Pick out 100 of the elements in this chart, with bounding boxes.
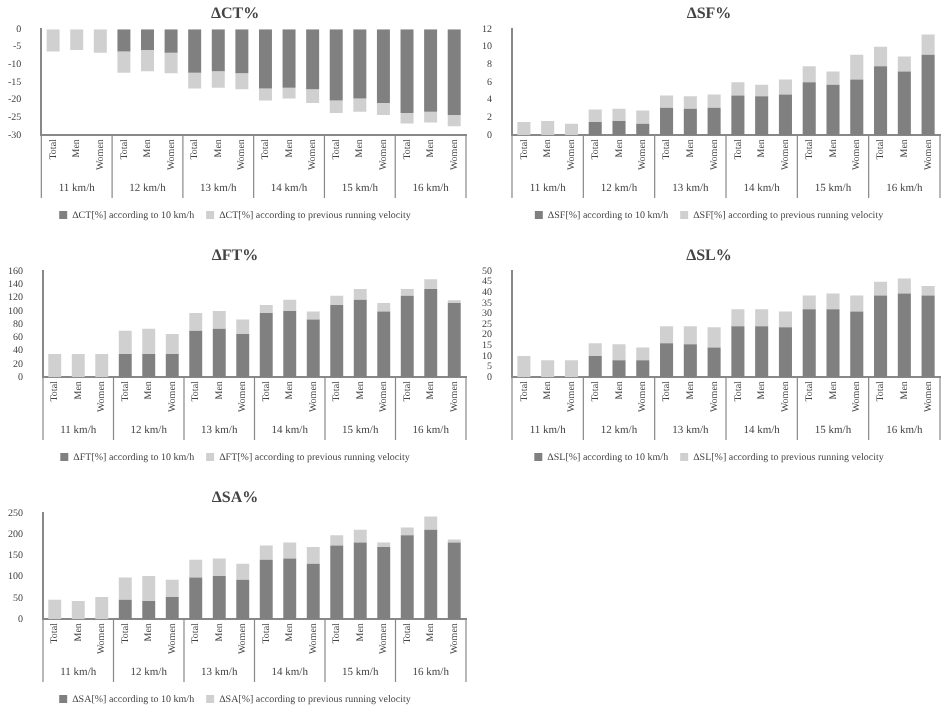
bar	[874, 281, 888, 296]
bar	[93, 29, 107, 53]
bar	[802, 295, 816, 310]
bar	[517, 355, 531, 378]
bar	[377, 302, 391, 312]
bar	[353, 98, 367, 112]
bar	[400, 29, 414, 113]
bar	[118, 577, 132, 600]
bar	[541, 121, 555, 136]
bar	[117, 51, 131, 73]
bar	[400, 289, 414, 296]
bar	[212, 310, 226, 329]
bar	[141, 50, 154, 72]
bar	[683, 326, 697, 345]
bar	[142, 328, 156, 354]
bar	[921, 34, 935, 55]
bar	[306, 311, 320, 320]
bar	[707, 327, 721, 348]
bar	[778, 79, 792, 95]
bar	[564, 360, 578, 378]
bar	[850, 295, 864, 312]
bar	[921, 286, 935, 296]
bar	[683, 96, 697, 109]
bar	[118, 330, 132, 354]
bar	[353, 529, 367, 543]
bar	[353, 289, 367, 300]
bar	[778, 311, 792, 328]
bar	[212, 558, 226, 576]
bar	[826, 71, 840, 85]
bar	[424, 29, 438, 112]
bar	[612, 108, 626, 122]
bar	[189, 559, 203, 578]
bar	[142, 575, 156, 601]
bar	[236, 319, 250, 335]
bar	[636, 110, 650, 124]
chart-title: ΔFT%	[211, 245, 259, 264]
bar	[376, 103, 390, 116]
bar	[211, 29, 225, 72]
bar	[731, 82, 745, 96]
bar	[330, 535, 344, 546]
bar	[660, 95, 674, 108]
bar	[283, 299, 297, 311]
bar	[588, 343, 602, 356]
chart-title: ΔSF%	[686, 3, 732, 22]
bar	[306, 89, 320, 104]
bar	[283, 542, 297, 559]
bar	[95, 597, 109, 620]
bar	[588, 109, 602, 122]
bar	[282, 29, 296, 88]
bar	[826, 293, 840, 310]
bar	[258, 88, 272, 101]
bar	[46, 29, 60, 52]
bar	[660, 326, 674, 344]
bar	[564, 123, 578, 136]
bar	[235, 29, 249, 74]
bar	[165, 579, 179, 598]
bar	[541, 360, 555, 378]
bar	[731, 309, 745, 327]
bar	[612, 344, 626, 361]
bar	[189, 312, 203, 331]
bar	[306, 29, 320, 90]
bar	[235, 73, 249, 90]
bar	[48, 599, 62, 620]
bar	[802, 66, 816, 83]
bar	[282, 87, 296, 99]
bar	[141, 29, 154, 51]
bar	[164, 52, 178, 74]
bar	[70, 29, 84, 51]
bar	[71, 353, 85, 378]
bar	[236, 563, 250, 580]
bar	[424, 279, 438, 290]
chart-title: ΔSL%	[686, 245, 732, 264]
bar	[188, 72, 202, 89]
bar	[755, 309, 769, 327]
bar	[897, 278, 911, 294]
bar	[353, 29, 367, 99]
bar	[259, 304, 273, 313]
bar	[850, 54, 864, 80]
bar	[211, 71, 225, 88]
bar	[71, 600, 85, 620]
bar	[377, 542, 391, 548]
bar	[755, 84, 769, 97]
bar	[165, 334, 179, 354]
bar	[874, 46, 888, 67]
bar	[329, 100, 343, 113]
bar	[447, 115, 461, 127]
bar	[188, 29, 202, 73]
bar	[636, 347, 650, 361]
bar	[424, 516, 438, 530]
bar	[447, 29, 461, 116]
bar	[117, 29, 131, 52]
bar	[259, 545, 273, 560]
bar	[329, 29, 343, 101]
bar	[400, 112, 414, 124]
bar	[164, 29, 178, 53]
bar	[400, 527, 414, 536]
bar	[330, 295, 344, 305]
bar	[48, 353, 62, 378]
bar	[306, 547, 320, 564]
bar	[376, 29, 390, 104]
